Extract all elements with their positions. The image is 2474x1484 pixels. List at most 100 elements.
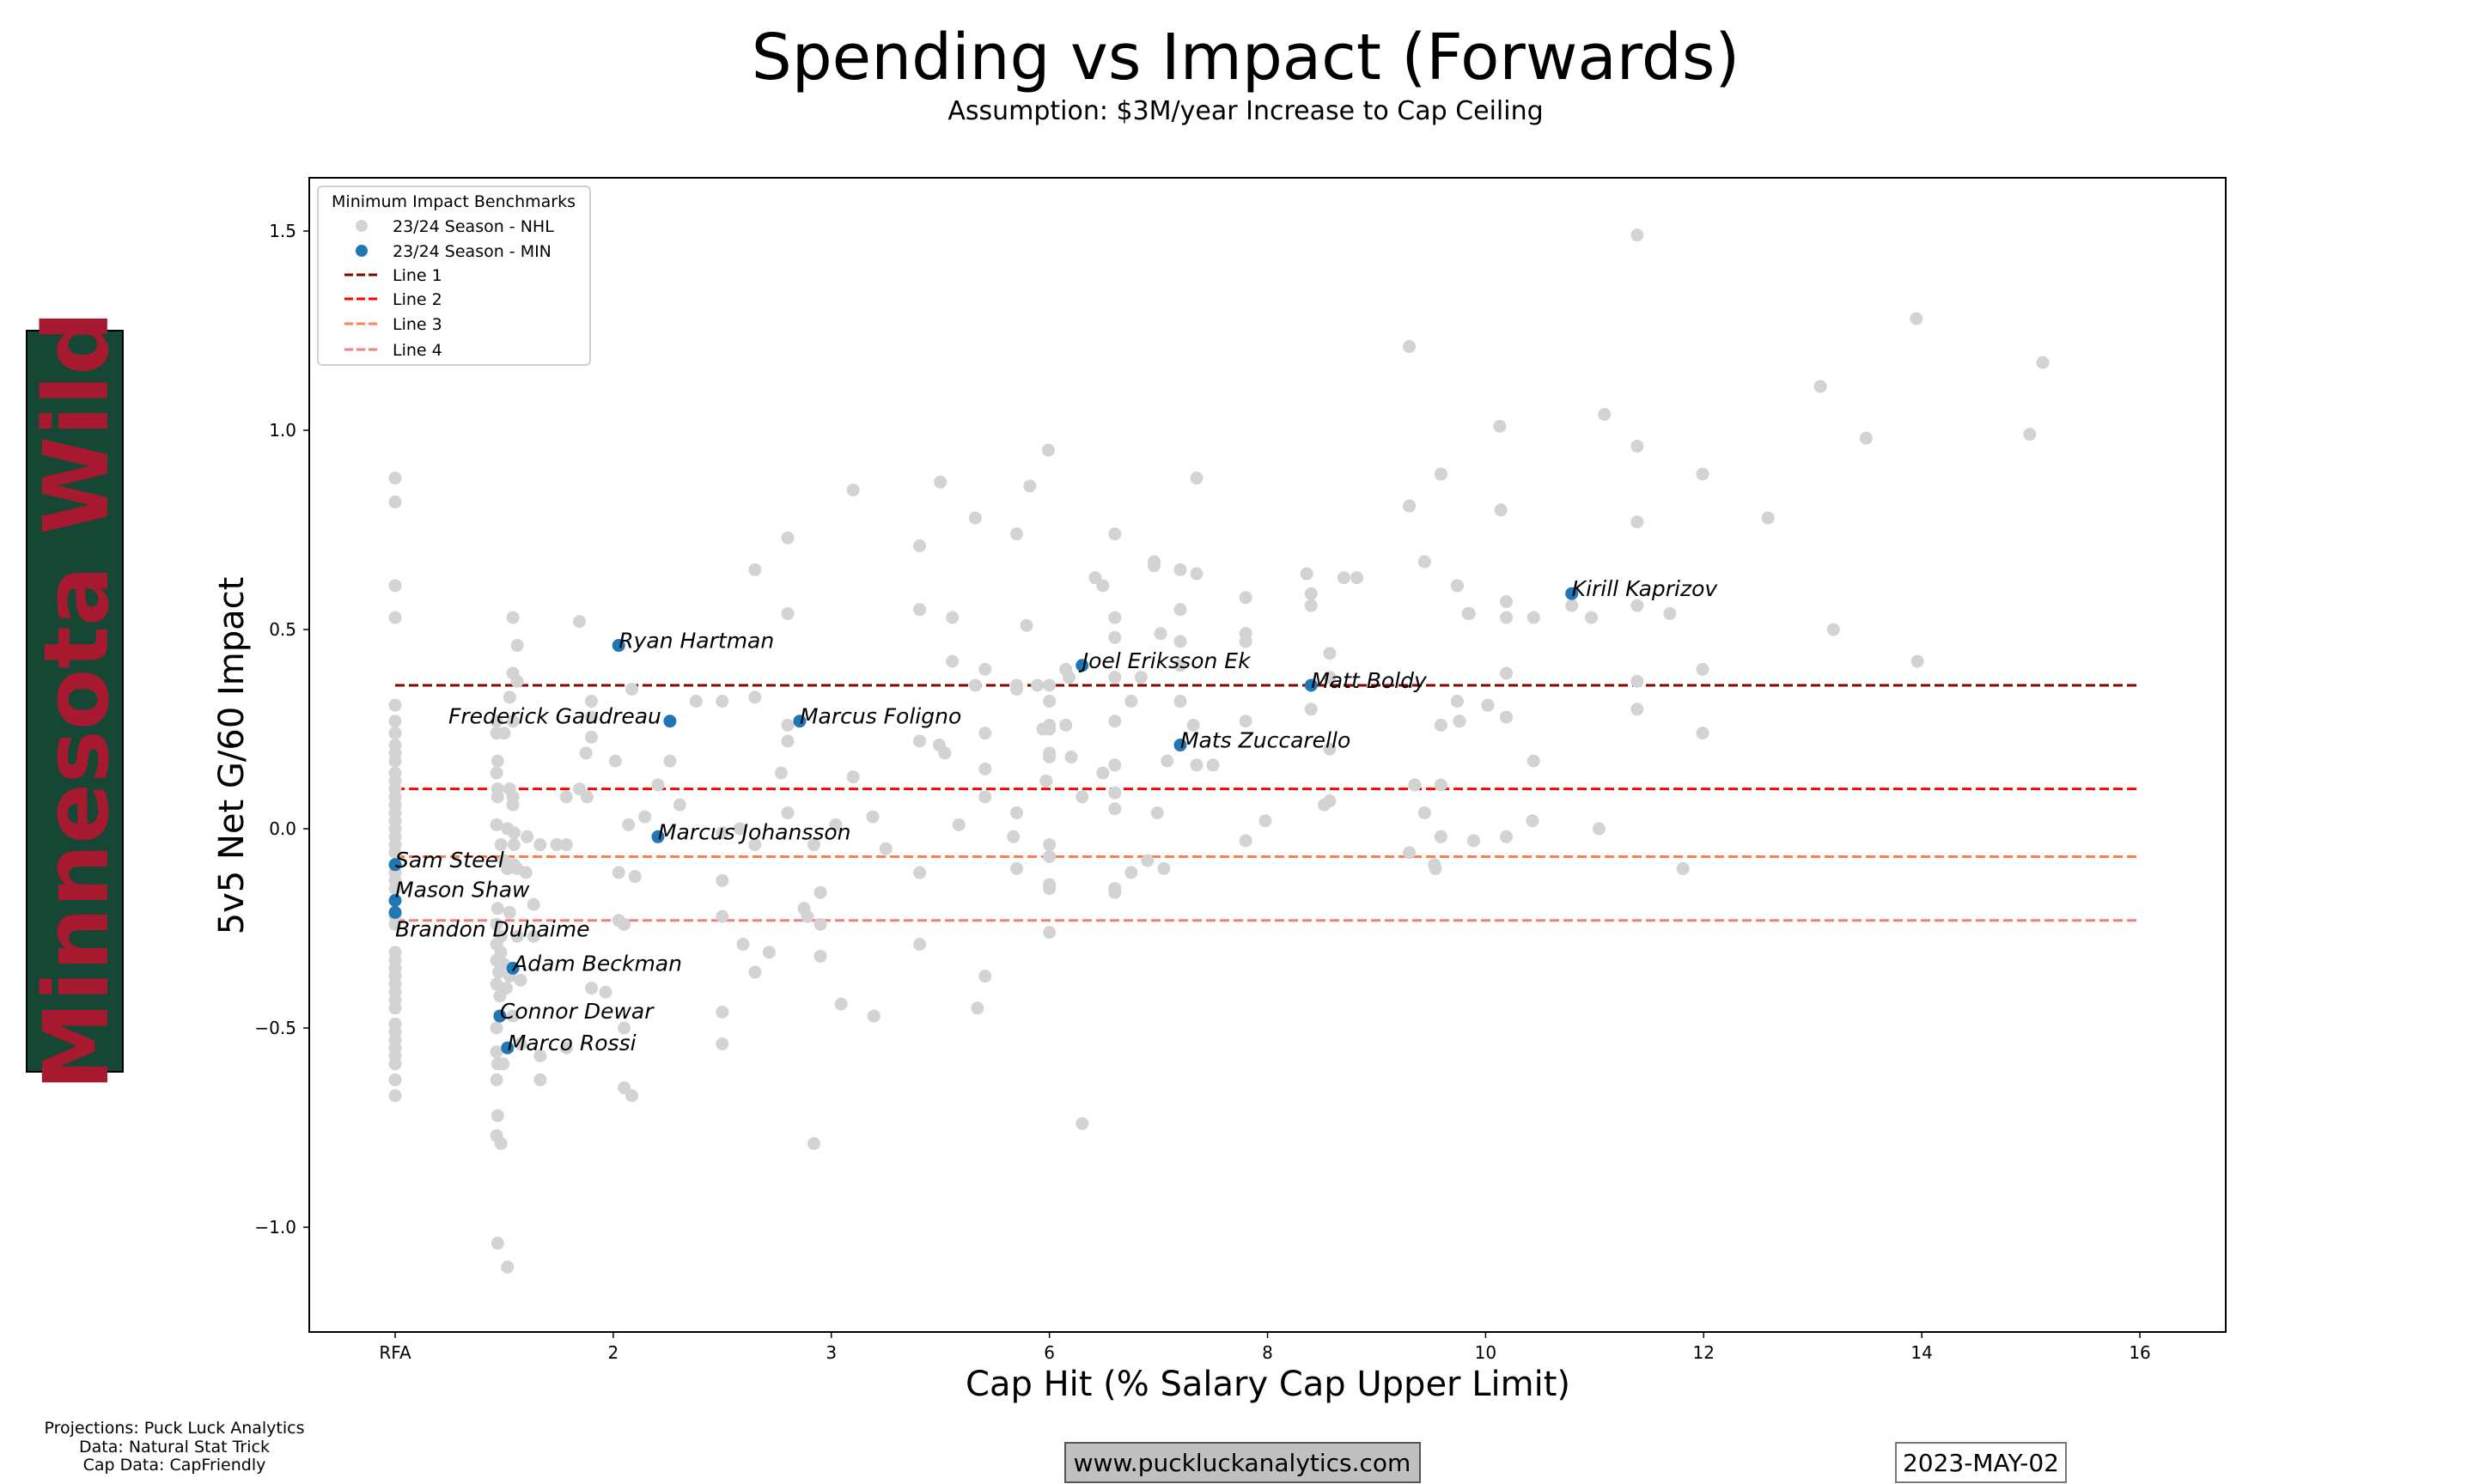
nhl-data-point [1007,830,1021,843]
nhl-data-point [1910,654,1924,668]
nhl-data-point [388,611,402,624]
nhl-data-point [510,674,524,688]
nhl-data-point [952,818,966,831]
nhl-data-point [1630,515,1644,529]
nhl-data-point [1323,742,1337,756]
nhl-data-point [1696,662,1709,676]
nhl-data-point [1010,683,1024,696]
nhl-data-point [663,754,677,768]
nhl-data-point [1173,659,1187,672]
nhl-data-point [507,826,521,840]
player-label: Kirill Kaprizov [1572,576,1719,601]
nhl-data-point [1585,611,1599,624]
y-tick-label: 1.0 [269,420,296,441]
nhl-data-point [1239,635,1252,648]
min-data-point [501,1041,515,1055]
nhl-data-point [807,838,820,852]
nhl-data-point [867,1009,881,1023]
nhl-data-point [1096,579,1110,593]
nhl-data-point [846,484,860,497]
nhl-data-point [1526,611,1540,624]
chart-subtitle: Assumption: $3M/year Increase to Cap Cei… [948,96,1543,126]
nhl-data-point [813,885,827,899]
nhl-data-point [388,754,402,768]
nhl-data-point [1173,695,1187,709]
player-label: Frederick Gaudreau [448,704,661,729]
nhl-data-point [1826,623,1840,636]
legend-label: Line 1 [393,266,442,285]
nhl-data-point [618,1081,631,1095]
nhl-data-point [612,866,625,879]
nhl-data-point [2023,428,2037,441]
date-text: 2023-MAY-02 [1903,1449,2059,1477]
nhl-data-point [388,471,402,485]
nhl-data-point [1450,695,1464,709]
y-tick-label: 1.5 [269,221,296,241]
nhl-data-point [1239,834,1252,848]
nhl-data-point [651,778,665,792]
nhl-data-point [573,782,587,796]
footer: Projections: Puck Luck Analytics Data: N… [44,1419,2067,1483]
nhl-data-point [1206,758,1220,772]
nhl-data-point [388,1089,402,1103]
min-data-point [388,894,402,908]
nhl-data-point [506,611,520,624]
nhl-data-point [533,1049,547,1062]
player-label: Joel Eriksson Ek [1078,648,1252,673]
nhl-data-point [491,790,504,804]
nhl-data-point [490,818,503,831]
nhl-data-point [716,909,729,923]
nhl-data-point [1408,778,1422,792]
nhl-data-point [501,1260,515,1274]
nhl-data-point [1462,606,1476,620]
nhl-data-point [494,1137,508,1151]
nhl-data-point [497,727,511,740]
nhl-data-point [978,662,992,676]
nhl-data-point [1500,611,1514,624]
nhl-data-point [490,1045,503,1059]
nhl-data-point [1761,511,1775,525]
nhl-data-point [781,606,795,620]
nhl-data-point [1630,228,1644,242]
nhl-data-point [622,818,636,831]
legend-title: Minimum Impact Benchmarks [332,192,576,211]
nhl-data-point [1108,715,1122,728]
nhl-data-point [1403,499,1417,513]
nhl-data-point [506,1009,520,1023]
nhl-data-point [1859,431,1873,445]
nhl-data-point [584,730,598,744]
nhl-data-point [762,946,776,959]
nhl-data-point [1494,503,1508,517]
nhl-data-point [497,1057,510,1071]
nhl-data-point [625,683,638,696]
nhl-data-point [1020,618,1033,632]
nhl-data-point [913,603,927,617]
nhl-data-point [628,870,642,884]
x-axis-ticks: RFA 2 3 6 8 10 12 14 16 [379,1332,2151,1363]
nhl-data-point [1630,440,1644,453]
nhl-data-point [491,902,504,915]
nhl-data-point [490,1021,503,1035]
nhl-data-point [1023,479,1037,493]
nhl-data-point [1434,467,1447,481]
min-data-point [663,715,677,728]
nhl-data-point [490,1073,503,1086]
nhl-data-point [1173,635,1187,648]
nhl-data-point [1043,926,1057,940]
nhl-data-point [490,715,503,728]
legend-label: 23/24 Season - MIN [393,242,551,261]
y-tick-label: 0.5 [269,619,296,640]
min-data-point [1076,659,1089,672]
nhl-data-point [510,929,524,943]
nhl-data-point [807,1137,820,1151]
nhl-data-point [527,897,540,911]
player-label: Ryan Hartman [618,629,774,654]
y-tick-label: −0.5 [254,1018,296,1038]
nhl-data-point [1323,671,1337,684]
x-tick-label: 3 [826,1342,837,1363]
nhl-data-point [1696,467,1709,481]
y-tick-label: 0.0 [269,818,296,839]
x-tick-label: 12 [1693,1342,1715,1363]
date-box [1895,1442,2067,1483]
